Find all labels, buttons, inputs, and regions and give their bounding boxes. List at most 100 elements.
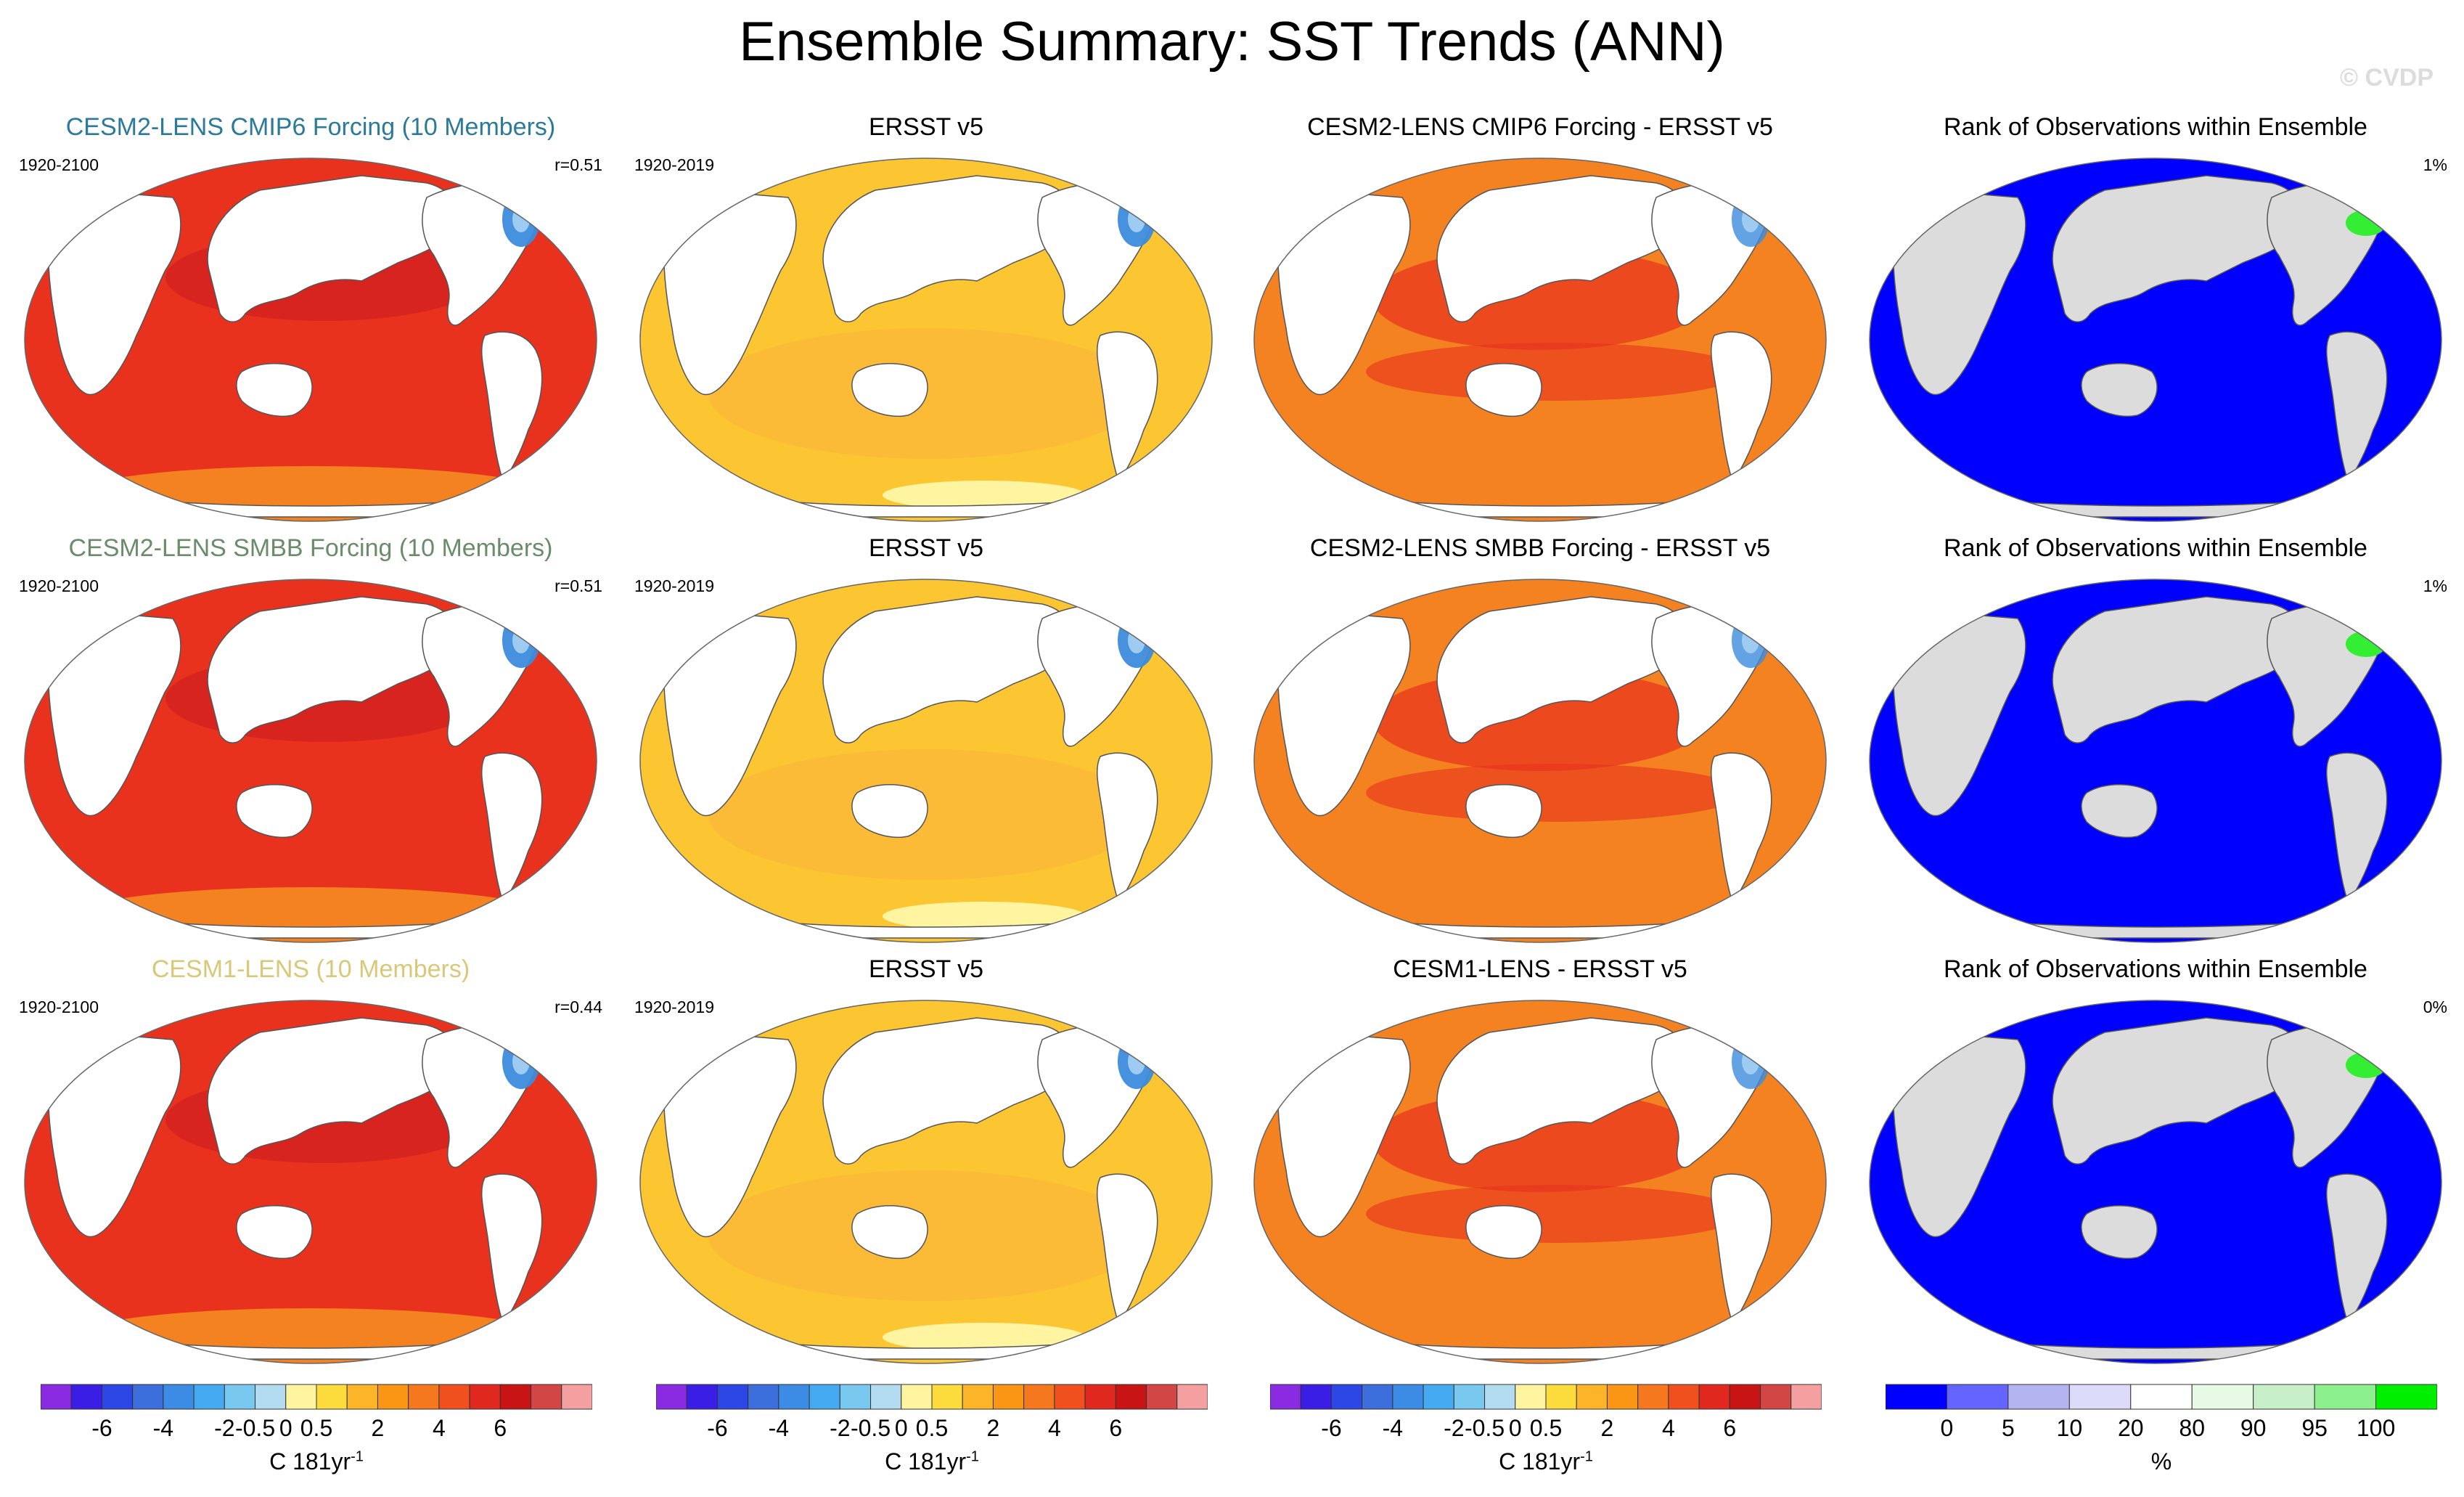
colorbar-tick-label: 2 [1600, 1415, 1614, 1441]
colorbar-swatch [1698, 1384, 1730, 1410]
panel-title: CESM2-LENS SMBB Forcing - ERSST v5 [1309, 534, 1771, 562]
colorbar-swatch [1115, 1384, 1147, 1410]
colorbar-swatch [2191, 1384, 2254, 1410]
colorbar-swatch [1729, 1384, 1761, 1410]
colorbar-tick-label: 0 [1508, 1415, 1522, 1441]
colorbar-tick-label: 0.5 [915, 1415, 949, 1441]
colorbar-tick-label: 2 [371, 1415, 385, 1441]
colorbar-swatch [1576, 1384, 1608, 1410]
colorbar-swatch [1300, 1384, 1332, 1410]
robinson-map [24, 1000, 597, 1364]
colorbar-tick-label: 0.5 [300, 1415, 333, 1441]
panel-model-row2: CESM2-LENS SMBB Forcing (10 Members) 1920… [13, 530, 608, 951]
colorbar-tick-label: -4 [768, 1415, 790, 1441]
panel-title: ERSST v5 [868, 955, 984, 983]
robinson-map [639, 158, 1213, 522]
colorbar-swatch [778, 1384, 810, 1410]
colorbar-swatch [1606, 1384, 1639, 1410]
colorbar-unit: C 181yr-1 [885, 1448, 979, 1474]
colorbar-tick-label: 20 [2117, 1415, 2144, 1441]
colorbar-tick-label: 10 [2056, 1415, 2083, 1441]
colorbar-swatch [931, 1384, 963, 1410]
panel-title: CESM1-LENS - ERSST v5 [1393, 955, 1687, 983]
colorbar-swatch [748, 1384, 779, 1410]
colorbar-swatch [316, 1384, 348, 1410]
colorbar-swatch [346, 1384, 378, 1410]
colorbar-swatch [561, 1384, 592, 1410]
panel-diff-row1: CESM2-LENS CMIP6 Forcing - ERSST v5 [1243, 109, 1838, 530]
colorbar-swatch [2253, 1384, 2315, 1410]
colorbar-swatch [901, 1384, 933, 1410]
colorbar-swatch [716, 1384, 749, 1410]
panel-diff-row3: CESM1-LENS - ERSST v5 [1243, 951, 1838, 1372]
colorbar-swatch [2314, 1384, 2377, 1410]
colorbar-swatch [132, 1384, 164, 1410]
colorbar-diff-trend: -6 -4 -2 -0.5 0 0.5 2 4 6 C 181yr-1 [1270, 1383, 1822, 1485]
period-label: 1920-2019 [634, 998, 714, 1016]
colorbar-swatch [163, 1384, 195, 1410]
colorbar-swatch [686, 1384, 718, 1410]
colorbar-swatch [438, 1384, 470, 1410]
colorbar-swatch [2130, 1384, 2193, 1410]
colorbar-tick-label: 2 [986, 1415, 1000, 1441]
colorbar-tick-label: -6 [91, 1415, 112, 1441]
panel-title: Rank of Observations within Ensemble [1944, 113, 2367, 141]
colorbar-tick-label: -0.5 [1464, 1415, 1505, 1441]
colorbar-model-trend: -6 -4 -2 -0.5 0 0.5 2 4 6 C 181yr-1 [41, 1383, 592, 1485]
colorbar-tick-label: -6 [707, 1415, 728, 1441]
panel-title: CESM2-LENS CMIP6 Forcing - ERSST v5 [1307, 113, 1773, 141]
panel-title: CESM2-LENS SMBB Forcing (10 Members) [68, 534, 553, 562]
colorbar-swatch [1023, 1384, 1055, 1410]
panel-title: Rank of Observations within Ensemble [1944, 534, 2367, 562]
colorbar-swatch [1392, 1384, 1424, 1410]
colorbar-tick-label: 100 [2356, 1415, 2396, 1441]
panel-obs-row3: ERSST v5 1920-2019 [629, 951, 1224, 1372]
colorbar-tick-label: -2 [1444, 1415, 1465, 1441]
robinson-map [1869, 579, 2442, 943]
colorbar-swatch [992, 1384, 1025, 1410]
colorbar-swatch [870, 1384, 902, 1410]
pattern-correlation: r=0.51 [554, 576, 602, 595]
colorbar-unit: C 181yr-1 [1499, 1448, 1593, 1474]
robinson-map [1253, 579, 1827, 943]
colorbar-swatch [962, 1384, 994, 1410]
colorbar-tick-label: 4 [432, 1415, 446, 1441]
colorbar-swatch [1760, 1384, 1792, 1410]
colorbar-tick-label: -6 [1321, 1415, 1342, 1441]
colorbar-swatch [1790, 1384, 1822, 1410]
colorbar-tick-label: 90 [2240, 1415, 2267, 1441]
colorbar-swatch [1946, 1384, 2009, 1410]
panel-title: CESM2-LENS CMIP6 Forcing (10 Members) [65, 113, 556, 141]
colorbar-swatch [408, 1384, 440, 1410]
robinson-map [1253, 158, 1827, 522]
colorbar-swatch [224, 1384, 256, 1410]
rank-percent: 1% [2423, 576, 2447, 595]
rank-percent: 1% [2423, 155, 2447, 174]
colorbar-swatch [531, 1384, 562, 1410]
colorbar-swatch [1084, 1384, 1116, 1410]
colorbar-swatch [1423, 1384, 1454, 1410]
colorbar-swatch [839, 1384, 872, 1410]
colorbar-swatch [1484, 1384, 1516, 1410]
colorbar-tick-label: -0.5 [850, 1415, 891, 1441]
panel-title: CESM1-LENS (10 Members) [151, 955, 470, 983]
colorbar-tick-label: 0 [279, 1415, 292, 1441]
panel-rank-row1: Rank of Observations within Ensemble 1% [1858, 109, 2453, 530]
pattern-correlation: r=0.44 [554, 998, 602, 1016]
colorbar-swatch [1146, 1384, 1178, 1410]
colorbar-swatch [1668, 1384, 1700, 1410]
colorbar-swatch [1330, 1384, 1363, 1410]
colorbar-swatch [285, 1384, 317, 1410]
colorbar-swatch [1886, 1384, 1947, 1410]
colorbar-tick-label: 0 [1940, 1415, 1954, 1441]
colorbar-swatch [1515, 1384, 1547, 1410]
robinson-map [1869, 158, 2442, 522]
period-label: 1920-2019 [634, 576, 714, 595]
panel-obs-row2: ERSST v5 1920-2019 [629, 530, 1224, 951]
colorbar-tick-label: 6 [1109, 1415, 1123, 1441]
colorbar-swatch [2375, 1384, 2437, 1410]
colorbar-tick-label: 6 [1723, 1415, 1737, 1441]
colorbar-rank: 0 5 10 20 80 90 95 100 % [1886, 1383, 2437, 1485]
panel-diff-row2: CESM2-LENS SMBB Forcing - ERSST v5 [1243, 530, 1838, 951]
colorbar-swatch [1453, 1384, 1486, 1410]
